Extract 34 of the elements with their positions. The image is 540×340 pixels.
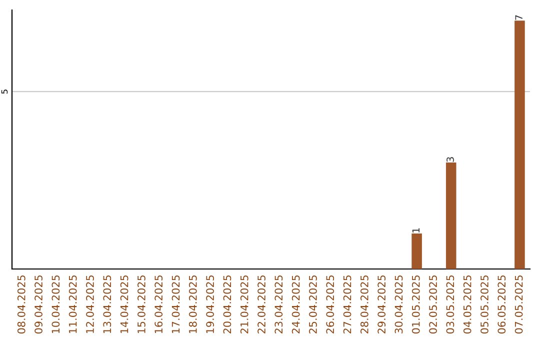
x-tick-label: 03.05.2025 <box>446 275 454 334</box>
data-label: 3 <box>446 157 454 162</box>
data-label: 1 <box>412 228 420 232</box>
x-tick-label: 06.05.2025 <box>498 275 506 334</box>
x-tick-label: 14.04.2025 <box>120 275 128 334</box>
x-tick-label: 01.05.2025 <box>412 275 420 334</box>
x-tick-label: 30.04.2025 <box>394 275 403 334</box>
x-tick-label: 16.04.2025 <box>154 275 163 334</box>
data-label: 7 <box>515 15 522 20</box>
x-tick-label: 27.04.2025 <box>343 275 352 334</box>
x-tick-label: 21.04.2025 <box>240 275 248 334</box>
x-tick-label: 20.04.2025 <box>223 275 232 334</box>
x-tick-label: 29.04.2025 <box>378 275 386 334</box>
x-tick-label: 13.04.2025 <box>103 275 112 334</box>
x-tick-label: 19.04.2025 <box>206 275 214 334</box>
x-tick-label: 08.04.2025 <box>17 275 26 334</box>
x-tick-label: 25.04.2025 <box>309 275 317 334</box>
x-tick-label: 09.04.2025 <box>34 275 42 334</box>
x-tick-label: 24.04.2025 <box>292 275 300 334</box>
x-tick-label: 02.05.2025 <box>429 275 437 334</box>
x-tick-label: 10.04.2025 <box>52 275 60 334</box>
x-tick-label: 05.05.2025 <box>480 275 488 334</box>
y-tick-label: 5 <box>1 90 8 94</box>
x-tick-label: 26.04.2025 <box>326 275 334 334</box>
x-tick-label: 07.05.2025 <box>514 275 523 334</box>
x-tick-label: 15.04.2025 <box>138 275 146 334</box>
x-tick-label: 23.04.2025 <box>274 275 283 334</box>
x-tick-label: 28.04.2025 <box>360 275 368 334</box>
x-tick-label: 12.04.2025 <box>86 275 94 334</box>
x-tick-label: 04.05.2025 <box>463 275 472 334</box>
x-tick-label: 22.04.2025 <box>258 275 266 334</box>
x-tick-label: 18.04.2025 <box>188 275 197 334</box>
x-tick-label: 17.04.2025 <box>172 275 180 334</box>
x-tick-label: 11.04.2025 <box>68 275 77 334</box>
